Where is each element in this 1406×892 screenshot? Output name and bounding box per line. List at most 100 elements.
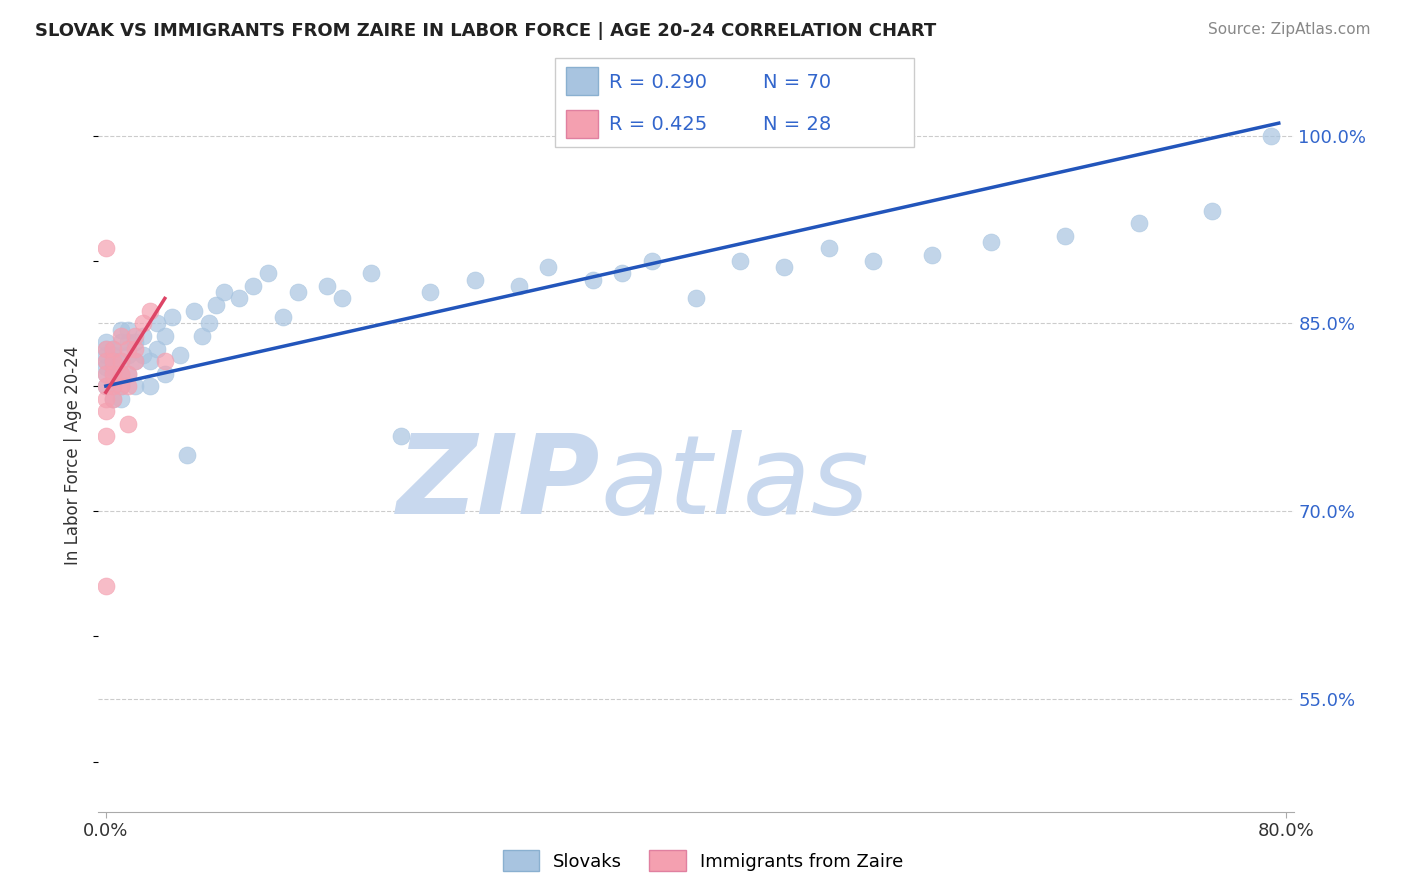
Point <box>101 367 124 381</box>
Point <box>537 260 560 274</box>
Legend: Slovaks, Immigrants from Zaire: Slovaks, Immigrants from Zaire <box>495 843 911 879</box>
Point <box>582 273 605 287</box>
Point <box>773 260 796 274</box>
Point <box>508 279 530 293</box>
Point <box>862 253 884 268</box>
Point <box>980 235 1002 249</box>
Point <box>271 310 294 325</box>
Point <box>124 379 146 393</box>
Point <box>1260 128 1282 143</box>
Point <box>117 342 139 356</box>
Point <box>94 342 117 356</box>
Point <box>419 285 441 300</box>
Point <box>101 392 124 406</box>
Point <box>101 367 124 381</box>
Point <box>110 354 132 368</box>
Point <box>94 354 117 368</box>
Point <box>94 379 117 393</box>
Point <box>228 292 250 306</box>
Point <box>110 354 132 368</box>
Point <box>921 247 943 261</box>
Point <box>169 348 191 362</box>
Point <box>101 379 124 393</box>
Point <box>94 404 117 418</box>
Point <box>330 292 353 306</box>
Point <box>464 273 486 287</box>
Point <box>160 310 183 325</box>
FancyBboxPatch shape <box>555 58 914 147</box>
Point <box>117 335 139 350</box>
Point <box>176 448 198 462</box>
Point <box>94 379 117 393</box>
Point <box>131 348 153 362</box>
Point <box>94 335 117 350</box>
Text: R = 0.290: R = 0.290 <box>609 72 707 92</box>
Point <box>117 367 139 381</box>
Point <box>124 354 146 368</box>
Point <box>101 342 124 356</box>
Point <box>146 342 169 356</box>
Point <box>94 367 117 381</box>
Point <box>316 279 339 293</box>
Point <box>131 317 153 331</box>
Y-axis label: In Labor Force | Age 20-24: In Labor Force | Age 20-24 <box>65 345 83 565</box>
Point <box>728 253 751 268</box>
Point <box>124 335 146 350</box>
Point <box>153 329 176 343</box>
Point <box>131 329 153 343</box>
Point <box>117 379 139 393</box>
Point <box>110 379 132 393</box>
Point <box>124 354 146 368</box>
Point <box>139 354 162 368</box>
Point <box>205 298 228 312</box>
Point <box>101 379 124 393</box>
Point <box>139 379 162 393</box>
Point <box>94 360 117 375</box>
Text: atlas: atlas <box>600 430 869 537</box>
Point <box>153 367 176 381</box>
Point <box>139 304 162 318</box>
FancyBboxPatch shape <box>567 67 599 95</box>
Point <box>94 348 117 362</box>
Point <box>257 266 280 280</box>
Point <box>94 241 117 255</box>
Point <box>117 348 139 362</box>
Point <box>94 342 117 356</box>
Point <box>117 367 139 381</box>
Point <box>110 335 132 350</box>
Point <box>94 579 117 593</box>
Point <box>94 392 117 406</box>
Point <box>110 367 132 381</box>
Text: Source: ZipAtlas.com: Source: ZipAtlas.com <box>1208 22 1371 37</box>
Text: SLOVAK VS IMMIGRANTS FROM ZAIRE IN LABOR FORCE | AGE 20-24 CORRELATION CHART: SLOVAK VS IMMIGRANTS FROM ZAIRE IN LABOR… <box>35 22 936 40</box>
Point <box>817 241 839 255</box>
Point <box>101 348 124 362</box>
Point <box>389 429 412 443</box>
Point <box>212 285 235 300</box>
Text: ZIP: ZIP <box>396 430 600 537</box>
Point <box>183 304 205 318</box>
Text: N = 28: N = 28 <box>763 115 831 135</box>
Point <box>146 317 169 331</box>
Point <box>110 392 132 406</box>
Point <box>94 367 117 381</box>
Point <box>94 354 117 368</box>
Point <box>117 323 139 337</box>
Point <box>287 285 309 300</box>
Point <box>110 323 132 337</box>
Point <box>1053 228 1076 243</box>
Point <box>117 417 139 431</box>
Point <box>1201 203 1223 218</box>
Point <box>641 253 664 268</box>
Point <box>685 292 707 306</box>
Point <box>198 317 221 331</box>
Point <box>1128 216 1150 230</box>
Point <box>110 379 132 393</box>
Point <box>101 354 124 368</box>
Point <box>101 392 124 406</box>
Point <box>153 354 176 368</box>
Point <box>242 279 264 293</box>
Point <box>190 329 212 343</box>
Point <box>101 360 124 375</box>
Point <box>110 367 132 381</box>
